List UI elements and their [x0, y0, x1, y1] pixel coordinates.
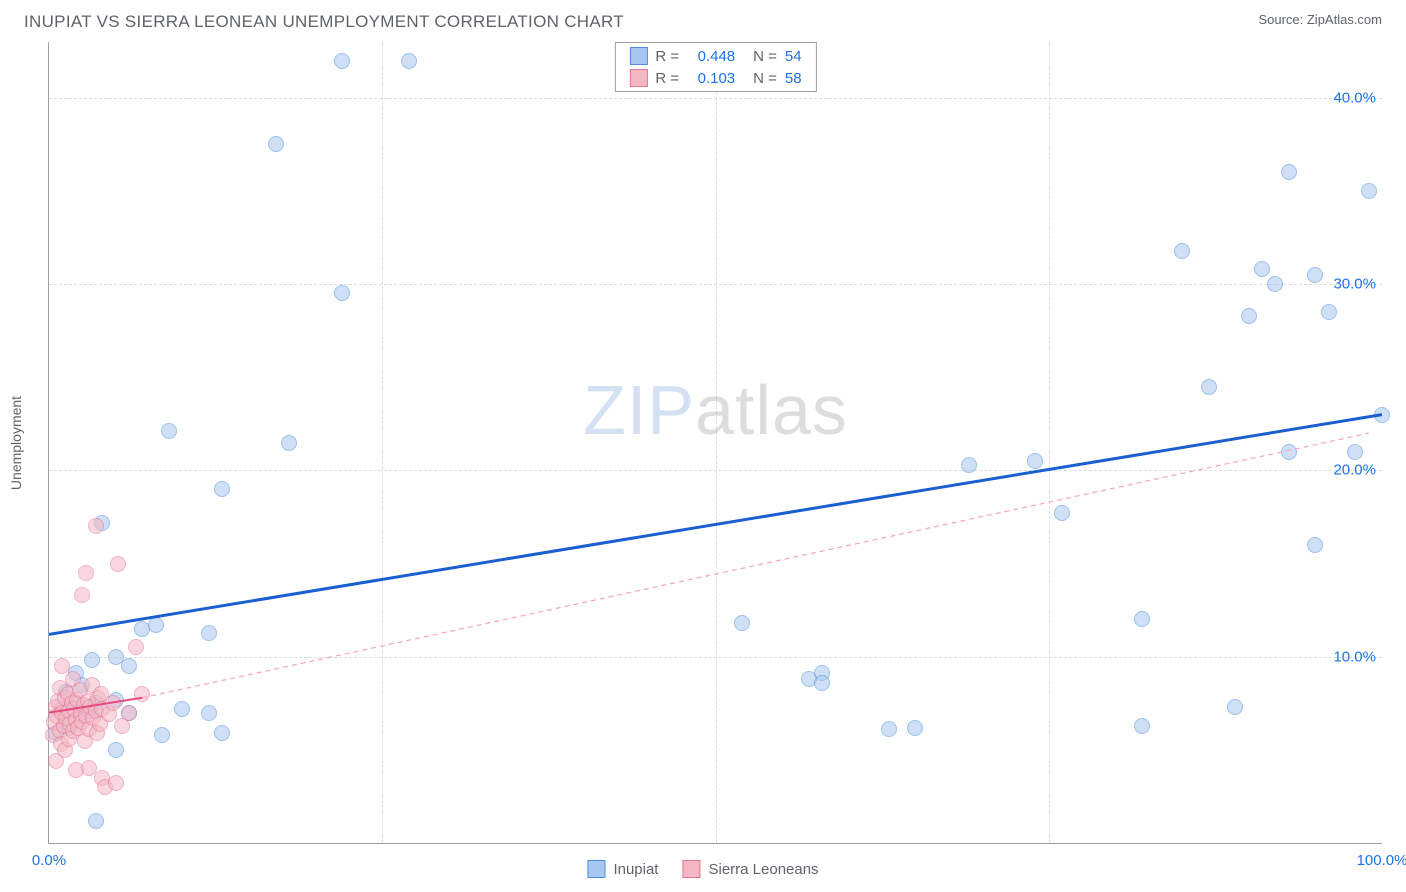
r-label: R = — [655, 70, 679, 87]
n-value: 58 — [785, 70, 802, 87]
source-attribution: Source: ZipAtlas.com — [1258, 12, 1382, 27]
data-point-inupiat — [1347, 444, 1363, 460]
chart-header: INUPIAT VS SIERRA LEONEAN UNEMPLOYMENT C… — [0, 0, 1406, 36]
y-tick-label: 10.0% — [1333, 648, 1376, 665]
data-point-inupiat — [88, 813, 104, 829]
data-point-inupiat — [108, 742, 124, 758]
y-tick-label: 30.0% — [1333, 276, 1376, 293]
grid-line-v — [382, 42, 383, 843]
data-point-inupiat — [814, 675, 830, 691]
y-axis-label: Unemployment — [8, 396, 24, 490]
data-point-inupiat — [1201, 379, 1217, 395]
data-point-inupiat — [1227, 699, 1243, 715]
data-point-inupiat — [334, 53, 350, 69]
n-value: 54 — [785, 48, 802, 65]
data-point-inupiat — [121, 658, 137, 674]
data-point-inupiat — [881, 721, 897, 737]
scatter-plot: ZIPatlas R = 0.448 N = 54 R = 0.103 N = 58 10.0… — [48, 42, 1382, 844]
x-tick-label: 0.0% — [32, 852, 66, 869]
source-name: ZipAtlas.com — [1307, 12, 1382, 27]
r-value: 0.448 — [687, 48, 735, 65]
data-point-sierra — [105, 695, 121, 711]
data-point-inupiat — [281, 435, 297, 451]
plot-area: Unemployment ZIPatlas R =0.448N =54R =0.… — [48, 42, 1382, 844]
source-prefix: Source: — [1258, 12, 1306, 27]
y-tick-label: 20.0% — [1333, 462, 1376, 479]
data-point-sierra — [121, 705, 137, 721]
data-point-inupiat — [214, 725, 230, 741]
legend-swatch — [629, 47, 647, 65]
series-legend-item-sierra: Sierra Leoneans — [682, 860, 818, 878]
data-point-sierra — [110, 556, 126, 572]
correlation-legend: R = 0.448 N = 54 R = 0.103 N = 58 — [614, 42, 816, 92]
n-label: N = — [753, 48, 777, 65]
r-label: R = — [655, 48, 679, 65]
grid-line-v — [716, 42, 717, 843]
data-point-inupiat — [334, 285, 350, 301]
n-label: N = — [753, 70, 777, 87]
series-legend: Inupiat Sierra Leoneans — [587, 860, 818, 878]
chart-title: INUPIAT VS SIERRA LEONEAN UNEMPLOYMENT C… — [24, 12, 624, 32]
data-point-sierra — [74, 587, 90, 603]
legend-swatch — [629, 69, 647, 87]
data-point-inupiat — [268, 136, 284, 152]
series-legend-item-inupiat: Inupiat — [587, 860, 658, 878]
data-point-inupiat — [1134, 611, 1150, 627]
data-point-inupiat — [161, 423, 177, 439]
series-label: Sierra Leoneans — [708, 861, 818, 878]
data-point-inupiat — [1361, 183, 1377, 199]
legend-swatch — [587, 860, 605, 878]
watermark-atlas: atlas — [695, 371, 848, 449]
y-tick-label: 40.0% — [1333, 89, 1376, 106]
data-point-inupiat — [1254, 261, 1270, 277]
x-tick-label: 100.0% — [1357, 852, 1406, 869]
legend-row-sierra: R = 0.103 N = 58 — [615, 67, 815, 89]
data-point-inupiat — [84, 652, 100, 668]
data-point-sierra — [134, 686, 150, 702]
data-point-inupiat — [401, 53, 417, 69]
data-point-inupiat — [1054, 505, 1070, 521]
data-point-inupiat — [214, 481, 230, 497]
data-point-sierra — [78, 565, 94, 581]
data-point-inupiat — [1374, 407, 1390, 423]
data-point-sierra — [108, 775, 124, 791]
data-point-sierra — [88, 518, 104, 534]
watermark-zip: ZIP — [583, 371, 695, 449]
data-point-inupiat — [1307, 537, 1323, 553]
legend-swatch — [682, 860, 700, 878]
data-point-inupiat — [1307, 267, 1323, 283]
legend-row-inupiat: R = 0.448 N = 54 — [615, 45, 815, 67]
data-point-inupiat — [1174, 243, 1190, 259]
data-point-inupiat — [1267, 276, 1283, 292]
data-point-inupiat — [1241, 308, 1257, 324]
r-value: 0.103 — [687, 70, 735, 87]
data-point-inupiat — [201, 625, 217, 641]
grid-line-v — [1049, 42, 1050, 843]
data-point-inupiat — [907, 720, 923, 736]
data-point-inupiat — [201, 705, 217, 721]
data-point-inupiat — [1134, 718, 1150, 734]
data-point-inupiat — [961, 457, 977, 473]
data-point-inupiat — [1321, 304, 1337, 320]
data-point-inupiat — [1281, 164, 1297, 180]
series-label: Inupiat — [613, 861, 658, 878]
data-point-inupiat — [174, 701, 190, 717]
data-point-sierra — [128, 639, 144, 655]
data-point-inupiat — [734, 615, 750, 631]
data-point-inupiat — [1281, 444, 1297, 460]
data-point-inupiat — [148, 617, 164, 633]
data-point-inupiat — [1027, 453, 1043, 469]
data-point-inupiat — [154, 727, 170, 743]
